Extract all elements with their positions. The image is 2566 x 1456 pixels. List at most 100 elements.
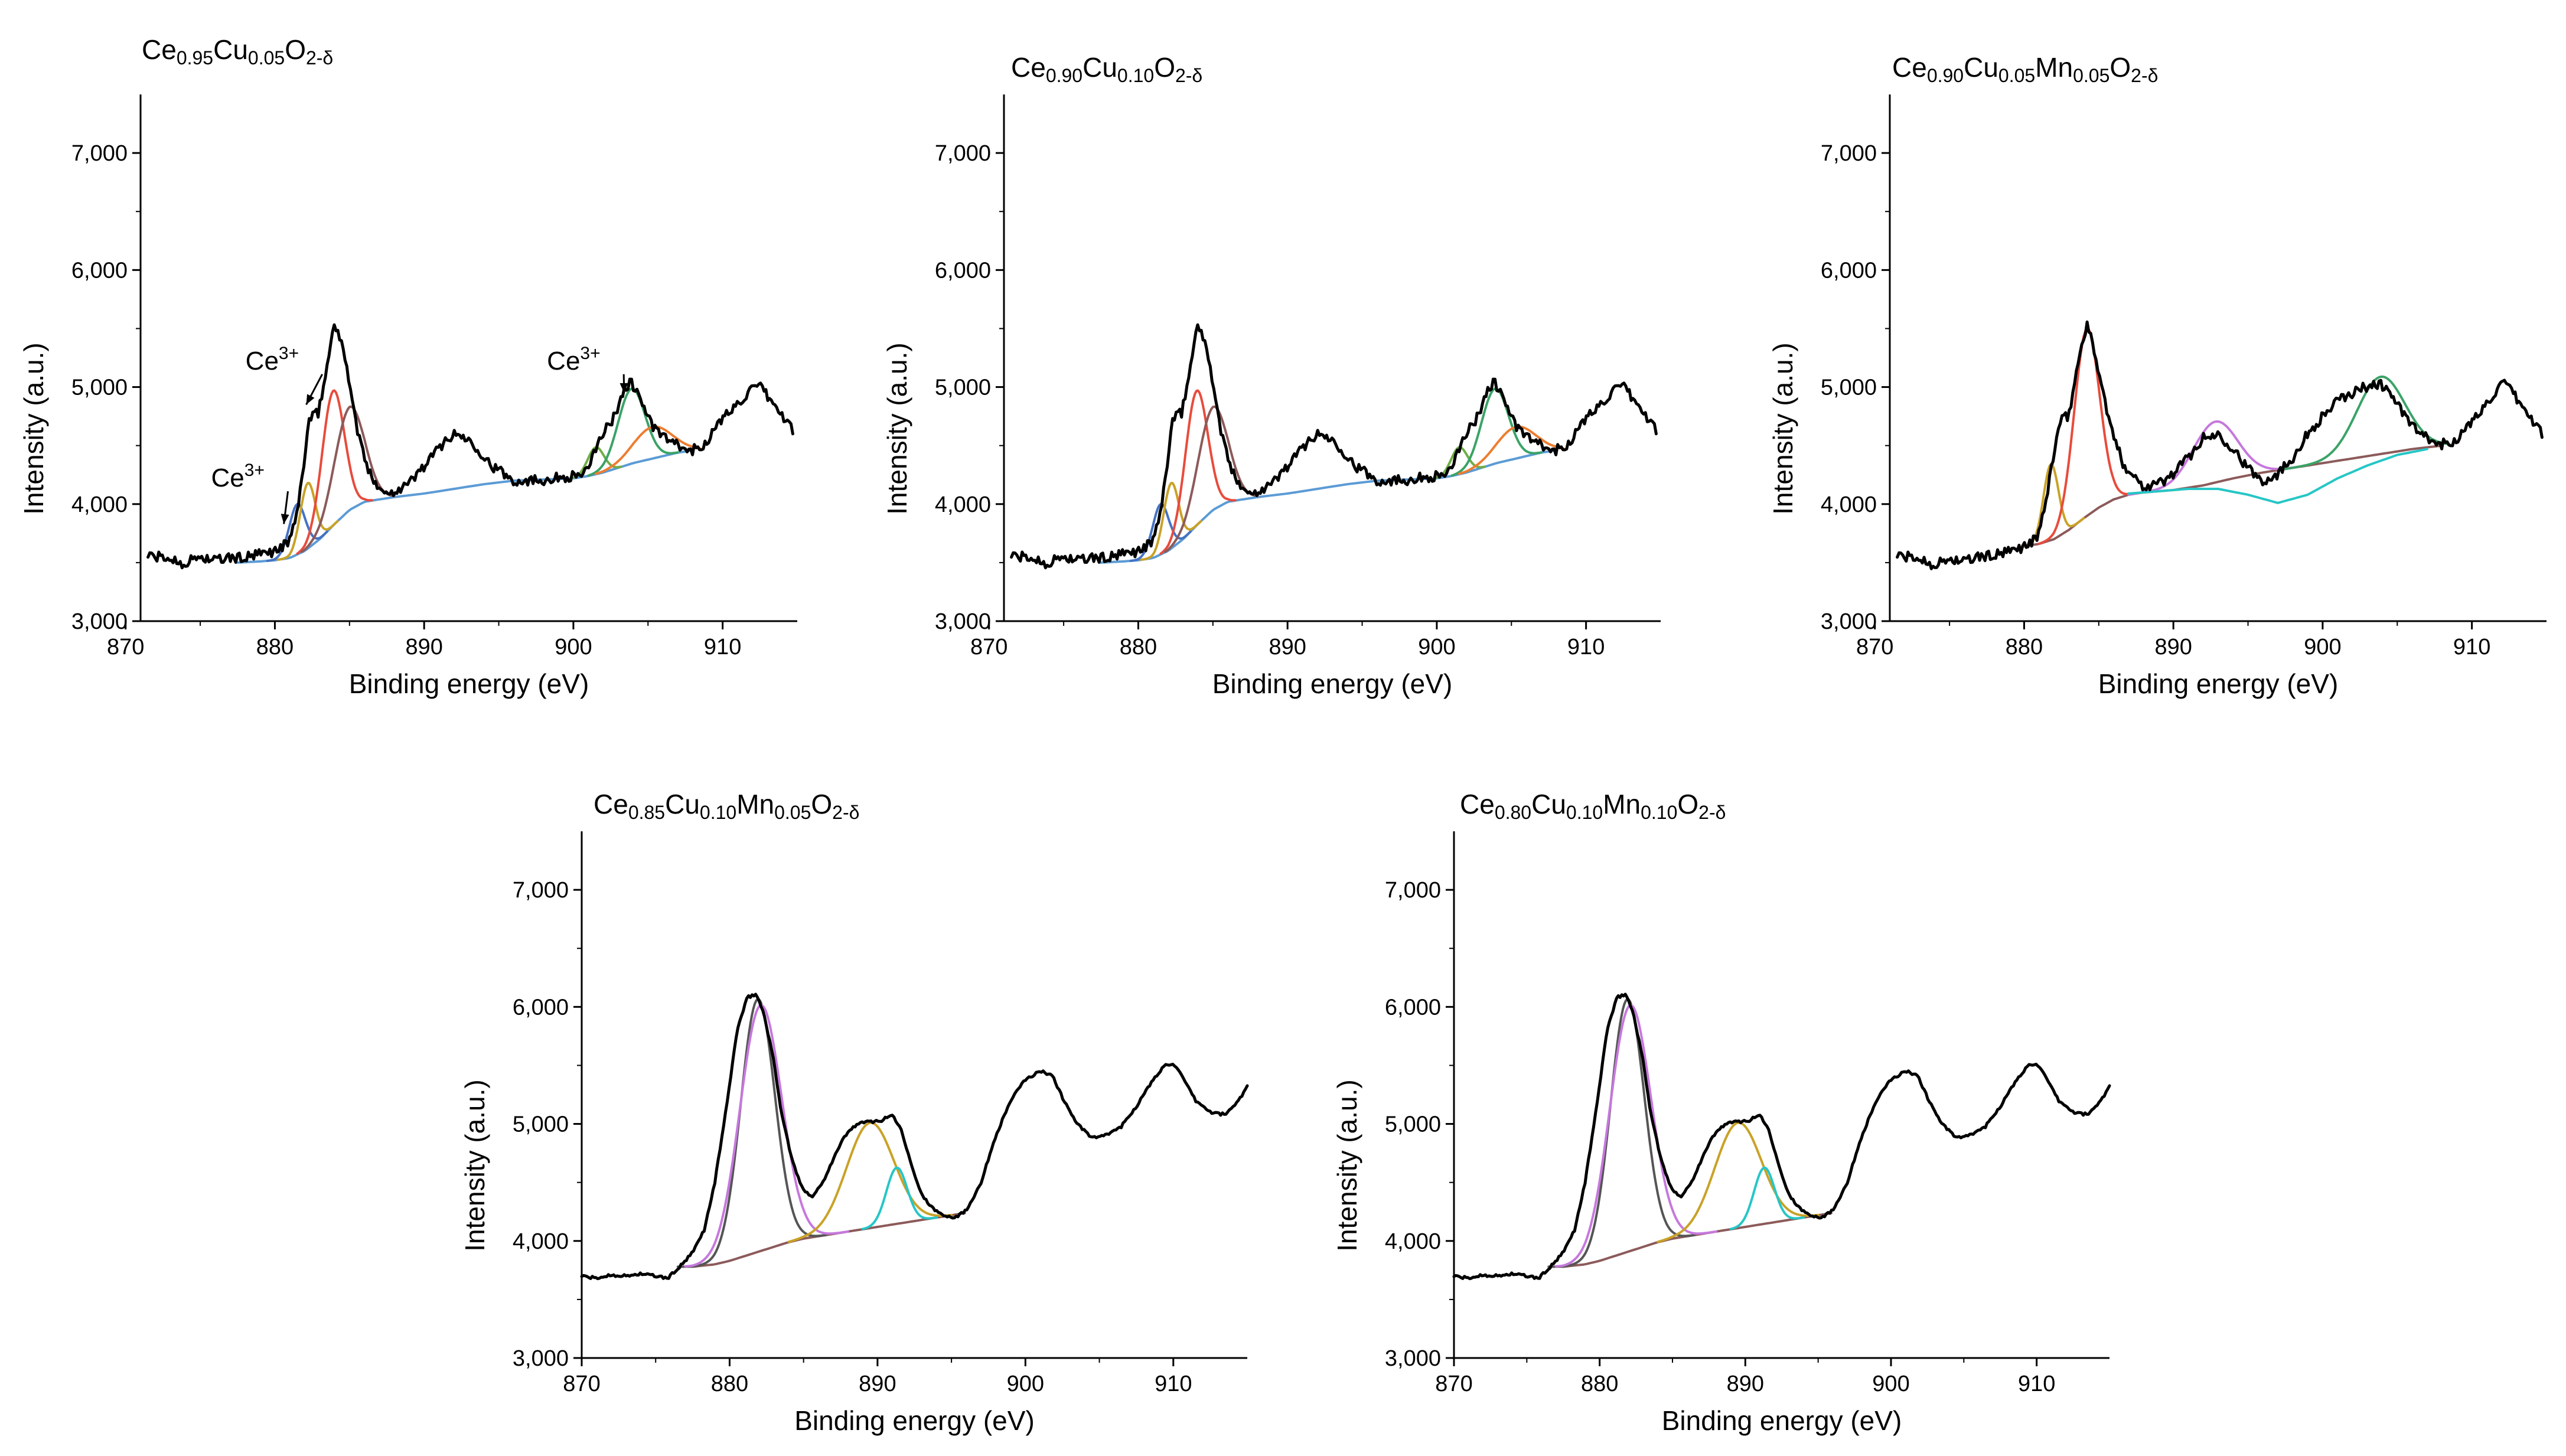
series-component-2 — [1554, 1004, 1717, 1268]
x-tick-label: 890 — [2154, 635, 2192, 660]
x-axis-label: Binding energy (eV) — [2098, 668, 2339, 699]
x-axis-label: Binding energy (eV) — [794, 1405, 1035, 1436]
series-component-2 — [1140, 482, 1202, 561]
x-tick-label: 890 — [1727, 1372, 1764, 1396]
series-component-3 — [1159, 389, 1237, 555]
y-tick-label: 7,000 — [1385, 878, 1441, 903]
x-axis-label: Binding energy (eV) — [1212, 668, 1453, 699]
y-tick-label: 7,000 — [935, 141, 991, 166]
annotation-label: Ce3+ — [547, 344, 600, 376]
annotation-label: Ce3+ — [246, 344, 299, 376]
y-axis-label: Intensity (a.u.) — [882, 342, 912, 514]
y-tick-label: 5,000 — [1821, 376, 1877, 400]
y-tick-label: 3,000 — [1821, 609, 1877, 634]
x-tick-label: 890 — [859, 1372, 896, 1396]
x-tick-label: 870 — [1435, 1372, 1472, 1396]
x-tick-label: 900 — [1872, 1372, 1909, 1396]
series-measured-spectrum — [146, 323, 794, 570]
chart-panel-1: Ce0.95Cu0.05O2-δ 870 880 890 900 910 3,000 4,00… — [18, 34, 797, 699]
x-tick-label: 910 — [1567, 635, 1605, 660]
x-tick-label: 870 — [970, 635, 1008, 660]
y-tick-label: 4,000 — [71, 492, 128, 517]
x-tick-label: 910 — [2453, 635, 2490, 660]
y-tick-label: 5,000 — [1385, 1112, 1441, 1137]
series-measured-spectrum — [1010, 323, 1658, 570]
series-background — [691, 1212, 966, 1268]
x-tick-label: 880 — [1581, 1372, 1618, 1396]
annotation-arrowhead — [620, 383, 628, 393]
y-tick-label: 3,000 — [513, 1346, 569, 1371]
panel-title: Ce0.90Cu0.10O2-δ — [1011, 52, 1202, 86]
series-background — [1100, 449, 1556, 564]
x-tick-label: 870 — [1856, 635, 1893, 660]
x-tick-label: 880 — [1120, 635, 1157, 660]
x-tick-label: 910 — [704, 635, 741, 660]
panel-title: Ce0.85Cu0.10Mn0.05O2-δ — [594, 789, 859, 823]
x-axis-label: Binding energy (eV) — [1662, 1405, 1902, 1436]
chart-panel-2: Ce0.90Cu0.10O2-δ 870 880 890 900 910 3,000 4,00… — [882, 52, 1661, 699]
y-axis-label: Intensity (a.u.) — [1332, 1079, 1362, 1251]
y-tick-label: 7,000 — [71, 141, 128, 166]
series-measured-spectrum — [1896, 320, 2544, 570]
y-tick-label: 4,000 — [935, 492, 991, 517]
y-tick-label: 4,000 — [1821, 492, 1877, 517]
y-tick-label: 6,000 — [513, 995, 569, 1020]
series-component-2 — [684, 1004, 849, 1268]
chart-panel-3: Ce0.90Cu0.05Mn0.05O2-δ 870 880 890 900 910 3,0… — [1768, 52, 2547, 699]
y-tick-label: 3,000 — [1385, 1346, 1441, 1371]
x-tick-label: 910 — [2018, 1372, 2055, 1396]
series-component-3 — [1657, 1121, 1820, 1243]
series-component-2 — [2037, 327, 2137, 545]
y-axis-label: Intensity (a.u.) — [459, 1079, 490, 1251]
y-tick-label: 4,000 — [513, 1229, 569, 1254]
panel-title: Ce0.80Cu0.10Mn0.10O2-δ — [1460, 789, 1726, 823]
annotation-arrowhead — [306, 394, 315, 405]
chart-panel-5: Ce0.80Cu0.10Mn0.10O2-δ 870 880 890 900 910 3,0… — [1332, 789, 2111, 1436]
series-component-4 — [2127, 448, 2428, 504]
x-axis-label: Binding energy (eV) — [349, 668, 589, 699]
x-tick-label: 900 — [1418, 635, 1455, 660]
y-axis-label: Intensity (a.u.) — [18, 342, 49, 514]
series-component-1 — [676, 998, 827, 1268]
series-component-4 — [861, 1166, 938, 1230]
series-component-7 — [594, 425, 702, 475]
series-component-7 — [1458, 425, 1565, 475]
y-tick-label: 7,000 — [513, 878, 569, 903]
x-tick-label: 880 — [256, 635, 294, 660]
y-tick-label: 3,000 — [935, 609, 991, 634]
series-background — [1562, 1212, 1833, 1268]
series-background — [2023, 444, 2444, 548]
x-tick-label: 880 — [711, 1372, 748, 1396]
y-tick-label: 3,000 — [71, 609, 128, 634]
series-component-3 — [296, 389, 373, 555]
x-tick-label: 900 — [2304, 635, 2341, 660]
series-component-4 — [1163, 405, 1259, 553]
y-tick-label: 6,000 — [1385, 995, 1441, 1020]
y-tick-label: 6,000 — [71, 258, 128, 283]
x-tick-label: 890 — [1269, 635, 1306, 660]
series-measured-spectrum — [1452, 993, 2111, 1281]
y-tick-label: 6,000 — [1821, 258, 1877, 283]
chart-panel-4: Ce0.85Cu0.10Mn0.05O2-δ 870 880 890 900 910 3,0… — [459, 789, 1249, 1436]
x-tick-label: 890 — [405, 635, 442, 660]
y-tick-label: 5,000 — [71, 376, 128, 400]
y-tick-label: 5,000 — [935, 376, 991, 400]
series-component-2 — [276, 482, 339, 561]
y-tick-label: 7,000 — [1821, 141, 1877, 166]
series-component-3 — [2127, 420, 2294, 496]
annotation-label: Ce3+ — [211, 461, 265, 492]
y-tick-label: 4,000 — [1385, 1229, 1441, 1254]
x-tick-label: 900 — [555, 635, 592, 660]
series-component-4 — [300, 405, 396, 553]
x-tick-label: 900 — [1007, 1372, 1044, 1396]
y-tick-label: 5,000 — [513, 1112, 569, 1137]
x-tick-label: 880 — [2006, 635, 2043, 660]
panel-title: Ce0.90Cu0.05Mn0.05O2-δ — [1892, 52, 2158, 86]
series-measured-spectrum — [580, 993, 1249, 1281]
series-component-1 — [1547, 998, 1696, 1268]
series-background — [236, 449, 693, 564]
x-tick-label: 870 — [563, 1372, 600, 1396]
x-tick-label: 870 — [107, 635, 144, 660]
y-axis-label: Intensity (a.u.) — [1768, 342, 1798, 514]
